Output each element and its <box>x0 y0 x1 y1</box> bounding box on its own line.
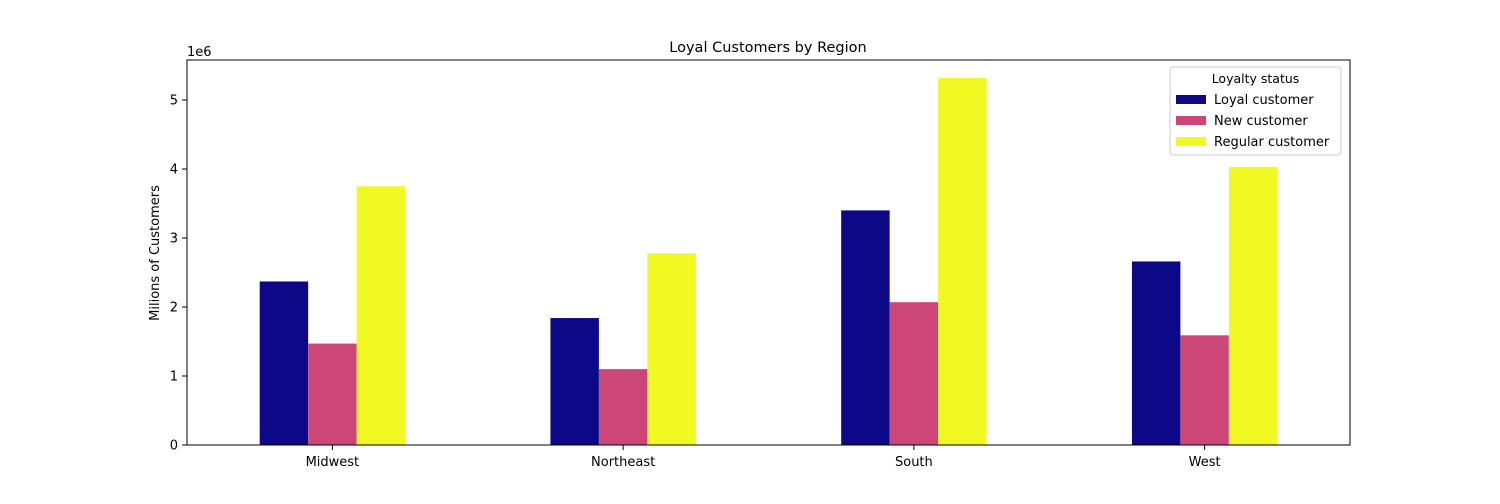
bar-midwest-loyal-customer <box>259 281 309 445</box>
legend-title: Loyalty status <box>1212 71 1300 86</box>
y-tick-label: 0 <box>170 439 178 454</box>
x-tick-label: West <box>1189 455 1221 470</box>
legend-label-regular-customer: Regular customer <box>1214 135 1330 150</box>
y-tick-label: 2 <box>170 301 178 316</box>
bar-west-new-customer <box>1180 335 1229 445</box>
x-tick-label: Northeast <box>591 455 655 470</box>
legend-box <box>1169 66 1342 156</box>
bar-midwest-regular-customer <box>356 186 406 445</box>
y-tick-label: 4 <box>170 163 178 178</box>
legend[interactable]: Loyalty status Loyal customer New customer… <box>1169 66 1342 156</box>
y-axis-offset-label: 1e6 <box>187 45 212 60</box>
x-tick-label: Midwest <box>306 455 360 470</box>
bar-northeast-new-customer <box>598 369 648 445</box>
bar-south-new-customer <box>889 302 939 445</box>
bar-midwest-new-customer <box>308 343 357 445</box>
y-tick-label: 3 <box>170 232 178 247</box>
y-tick-label: 1 <box>170 370 178 385</box>
axes-layer: Midwest Northeast South West 0 1 2 3 4 5 <box>170 59 1351 470</box>
legend-label-loyal-customer: Loyal customer <box>1214 93 1314 108</box>
plot-frame <box>186 59 1351 446</box>
bar-west-regular-customer <box>1228 166 1278 445</box>
y-tick-label: 5 <box>170 94 178 109</box>
bar-northeast-regular-customer <box>647 253 696 445</box>
legend-swatch-loyal-customer <box>1176 95 1206 104</box>
y-axis-label: Milions of Customers <box>148 185 163 321</box>
legend-swatch-regular-customer <box>1176 137 1206 146</box>
legend-label-new-customer: New customer <box>1214 114 1308 129</box>
bar-south-loyal-customer <box>841 210 890 445</box>
x-tick-label: South <box>895 455 933 470</box>
chart-title: Loyal Customers by Region <box>669 40 866 56</box>
bar-south-regular-customer <box>938 77 987 445</box>
bars-layer <box>259 77 1278 445</box>
bar-west-loyal-customer <box>1131 261 1181 445</box>
legend-swatch-new-customer <box>1176 116 1206 125</box>
bar-northeast-loyal-customer <box>550 318 599 445</box>
